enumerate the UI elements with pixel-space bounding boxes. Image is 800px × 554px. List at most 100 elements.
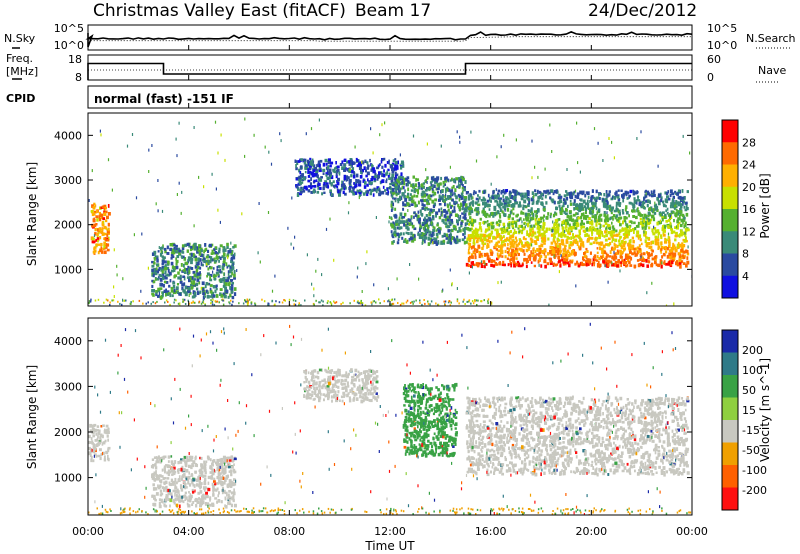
heatmap-cell	[312, 190, 316, 194]
heatmap-cell	[159, 277, 163, 282]
heatmap-cell	[444, 176, 448, 181]
heatmap-cell	[518, 218, 520, 222]
heatmap-cell	[496, 233, 499, 237]
heatmap-cell	[220, 483, 224, 487]
heatmap-cell	[481, 241, 484, 245]
heatmap-cell	[489, 248, 492, 253]
heatmap-cell	[644, 221, 648, 225]
heatmap-cell	[650, 262, 654, 266]
heatmap-cell	[660, 234, 663, 237]
heatmap-cell	[358, 179, 360, 183]
heatmap-cell	[498, 233, 501, 237]
heatmap-cell	[214, 120, 217, 124]
heatmap-cell	[432, 209, 435, 212]
heatmap-cell	[664, 246, 667, 250]
heatmap-cell	[681, 200, 685, 204]
heatmap-cell	[195, 478, 199, 483]
heatmap-cell	[190, 301, 193, 304]
heatmap-cell	[446, 195, 450, 199]
heatmap-cell	[394, 183, 398, 187]
heatmap-cell	[624, 232, 627, 236]
heatmap-cell	[196, 287, 199, 291]
heatmap-cell	[526, 242, 530, 246]
heatmap-cell	[90, 210, 94, 213]
heatmap-cell	[92, 424, 96, 428]
heatmap-cell	[619, 223, 622, 227]
heatmap-cell	[180, 498, 183, 503]
heatmap-cell	[480, 300, 483, 303]
heatmap-cell	[227, 501, 230, 505]
heatmap-cell	[211, 459, 215, 464]
heatmap-cell	[166, 266, 170, 270]
heatmap-cell	[209, 278, 213, 282]
heatmap-cell	[409, 218, 412, 223]
heatmap-cell	[483, 299, 485, 302]
heatmap-cell	[198, 252, 202, 256]
heatmap-cell	[507, 242, 509, 247]
heatmap-cell	[447, 218, 450, 222]
heatmap-cell	[295, 164, 297, 168]
heatmap-cell	[599, 224, 602, 228]
heatmap-cell	[311, 282, 313, 286]
heatmap-cell	[513, 196, 516, 200]
heatmap-cell	[219, 244, 223, 248]
heatmap-cell	[173, 288, 176, 293]
heatmap-cell	[390, 179, 394, 183]
heatmap-cell	[390, 299, 393, 302]
heatmap-cell	[217, 273, 220, 276]
heatmap-cell	[199, 271, 201, 275]
heatmap-cell	[465, 240, 468, 244]
heatmap-cell	[539, 196, 541, 200]
heatmap-cell	[387, 287, 389, 291]
heatmap-cell	[614, 244, 617, 248]
heatmap-cell	[508, 236, 512, 240]
heatmap-cell	[580, 219, 584, 224]
heatmap-cell	[467, 264, 470, 268]
heatmap-cell	[485, 228, 487, 233]
heatmap-cell	[490, 230, 494, 234]
heatmap-cell	[441, 289, 443, 293]
heatmap-cell	[490, 252, 494, 256]
heatmap-cell	[112, 299, 115, 302]
heatmap-cell	[359, 168, 362, 172]
heatmap-cell	[177, 490, 180, 494]
heatmap-cell	[437, 303, 440, 306]
heatmap-cell	[542, 250, 545, 254]
heatmap-cell	[657, 194, 661, 198]
heatmap-cell	[572, 240, 576, 244]
power-ylabel: Slant Range [km]	[25, 162, 39, 266]
heatmap-cell	[227, 462, 229, 467]
heatmap-cell	[338, 171, 341, 174]
heatmap-cell	[680, 198, 684, 202]
heatmap-cell	[222, 455, 226, 460]
heatmap-cell	[521, 227, 525, 231]
heatmap-cell	[442, 220, 445, 224]
heatmap-cell	[592, 257, 595, 262]
heatmap-cell	[533, 231, 537, 235]
heatmap-cell	[410, 221, 412, 225]
heatmap-cell	[661, 216, 664, 219]
heatmap-cell	[415, 189, 419, 192]
heatmap-cell	[228, 502, 232, 506]
noise-search-trace	[87, 36, 692, 47]
heatmap-cell	[396, 241, 400, 245]
heatmap-cell	[581, 263, 585, 267]
heatmap-cell	[413, 211, 416, 214]
heatmap-cell	[213, 488, 217, 491]
heatmap-cell	[396, 232, 400, 237]
heatmap-cell	[470, 264, 473, 269]
heatmap-cell	[507, 222, 510, 227]
heatmap-cell	[481, 263, 483, 266]
heatmap-cell	[606, 261, 610, 265]
heatmap-cell	[474, 236, 478, 240]
heatmap-cell	[498, 223, 500, 227]
heatmap-cell	[365, 262, 367, 266]
heatmap-cell	[458, 186, 461, 189]
heatmap-cell	[360, 299, 362, 302]
heatmap-cell	[617, 216, 620, 220]
heatmap-cell	[652, 214, 655, 219]
heatmap-cell	[322, 172, 325, 175]
heatmap-cell	[468, 239, 472, 243]
heatmap-cell	[522, 204, 525, 209]
heatmap-cell	[661, 211, 665, 214]
